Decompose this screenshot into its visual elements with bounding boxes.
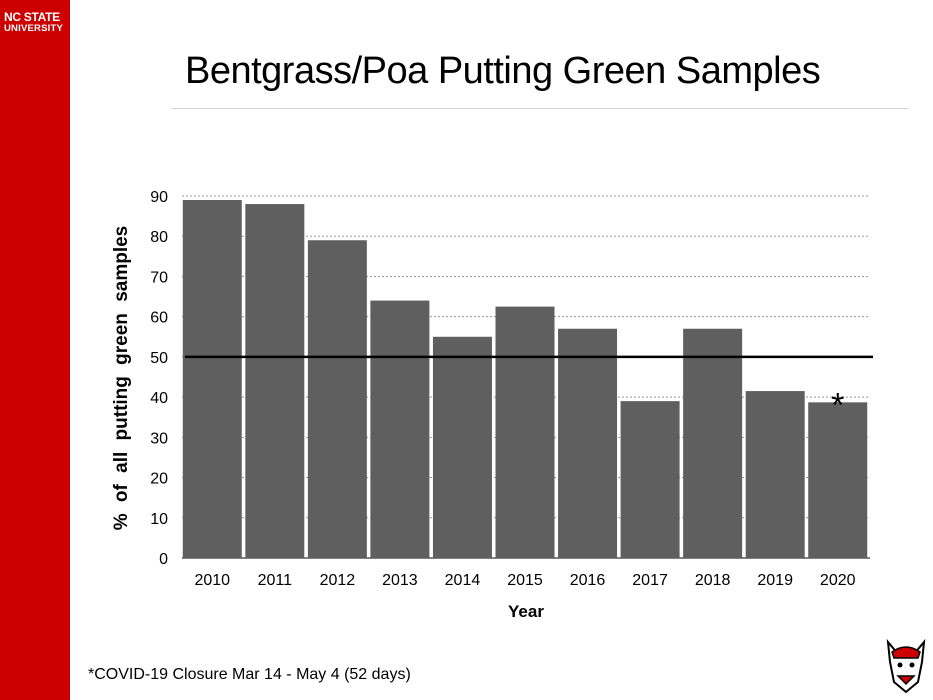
y-tick-label: 50: [150, 350, 168, 367]
bar-2015: [495, 306, 555, 558]
y-tick-label: 60: [150, 310, 168, 327]
bar-2016: [558, 328, 618, 558]
x-tick-label: 2011: [258, 572, 293, 589]
nc-state-logo: NC STATE UNIVERSITY: [4, 10, 64, 34]
bar-2018: [683, 328, 743, 558]
footnote: *COVID-19 Closure Mar 14 - May 4 (52 day…: [88, 666, 411, 683]
bar-2014: [432, 336, 492, 558]
x-tick-label: 2013: [382, 572, 418, 589]
y-axis-title: % of all putting green samples: [111, 226, 132, 531]
x-tick-label: 2010: [194, 572, 230, 589]
x-tick-label: 2017: [632, 572, 668, 589]
bar-2010: [182, 200, 242, 558]
logo-line1: NC STATE: [4, 10, 60, 24]
y-tick-label: 90: [150, 189, 168, 206]
annotation-asterisk: *: [831, 386, 844, 424]
slide-title: Bentgrass/Poa Putting Green Samples: [185, 50, 821, 92]
x-tick-label: 2012: [320, 572, 356, 589]
y-tick-label: 70: [150, 269, 168, 286]
x-tick-label: 2020: [820, 572, 856, 589]
y-tick-label: 10: [150, 511, 168, 528]
y-tick-label: 0: [159, 551, 168, 568]
bar-2019: [745, 391, 805, 558]
x-tick-label: 2019: [757, 572, 793, 589]
x-axis-title: Year: [508, 602, 544, 621]
bar-2017: [620, 401, 680, 558]
bar-2020: [808, 402, 868, 558]
x-tick-label: 2015: [507, 572, 543, 589]
y-tick-label: 80: [150, 229, 168, 246]
bar-2011: [245, 204, 305, 559]
x-tick-label: 2016: [570, 572, 606, 589]
brand-sidebar: NC STATE UNIVERSITY: [0, 0, 70, 700]
x-tick-label: 2014: [445, 572, 481, 589]
title-divider: [172, 108, 908, 109]
bar-2013: [370, 300, 430, 558]
y-tick-label: 40: [150, 390, 168, 407]
y-tick-label: 30: [150, 430, 168, 447]
wolf-mascot-icon: [886, 638, 926, 694]
logo-line2: UNIVERSITY: [4, 23, 64, 34]
y-tick-label: 20: [150, 471, 168, 488]
bar-2012: [307, 240, 367, 558]
x-tick-label: 2018: [695, 572, 731, 589]
